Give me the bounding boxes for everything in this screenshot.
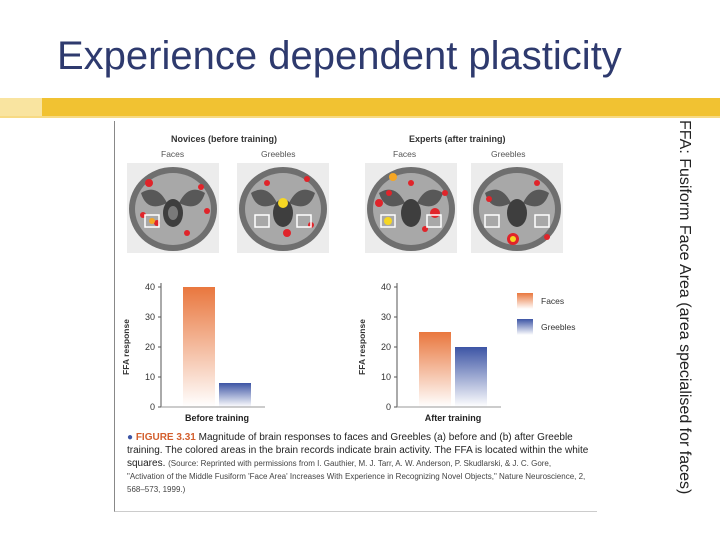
legend-swatch-faces bbox=[517, 293, 533, 309]
slide-title: Experience dependent plasticity bbox=[57, 34, 622, 78]
title-accent-line bbox=[0, 116, 720, 118]
y-axis-label: FFA response bbox=[357, 319, 367, 375]
x-axis-label: After training bbox=[425, 413, 482, 423]
caption-text: Magnitude of brain responses to faces an… bbox=[127, 432, 589, 469]
experts-heading: Experts (after training) bbox=[409, 134, 506, 144]
title-accent-square bbox=[0, 98, 42, 116]
title-accent-bar bbox=[42, 98, 720, 116]
y-tick-label: 10 bbox=[145, 372, 155, 382]
y-tick-label: 20 bbox=[145, 342, 155, 352]
legend-label-faces: Faces bbox=[541, 296, 564, 306]
legend-swatch-greebles bbox=[517, 319, 533, 335]
brain-scan-novice-greebles bbox=[237, 163, 329, 253]
bar-faces bbox=[183, 287, 215, 407]
caption-figure-number: FIGURE 3.31 bbox=[135, 432, 196, 443]
y-tick-label: 0 bbox=[386, 402, 391, 412]
x-axis-label: Before training bbox=[185, 413, 249, 423]
brain-scan-expert-greebles bbox=[471, 163, 563, 253]
bar-greebles bbox=[219, 383, 251, 407]
y-tick-label: 0 bbox=[150, 402, 155, 412]
y-tick-label: 40 bbox=[145, 282, 155, 292]
panel-label-expert-greebles: Greebles bbox=[491, 149, 526, 159]
y-tick-label: 20 bbox=[381, 342, 391, 352]
chart-before-training: 0 10 20 30 40 FFA response Before training bbox=[121, 282, 265, 423]
legend-label-greebles: Greebles bbox=[541, 322, 576, 332]
chart-after-training: 0 10 20 30 40 FFA response After training Faces… bbox=[357, 282, 576, 423]
y-axis-label: FFA response bbox=[121, 319, 131, 375]
textbook-figure: Novices (before training) Experts (after… bbox=[114, 121, 597, 512]
novices-heading: Novices (before training) bbox=[171, 134, 278, 144]
ffa-side-note: FFA: Fusiform Face Area (area specialise… bbox=[648, 120, 703, 500]
bar-greebles bbox=[455, 347, 487, 407]
y-tick-label: 40 bbox=[381, 282, 391, 292]
figure-caption: ● FIGURE 3.31 Magnitude of brain respons… bbox=[127, 432, 589, 494]
brain-scan-expert-faces bbox=[365, 163, 457, 253]
brain-scan-novice-faces bbox=[127, 163, 219, 253]
y-tick-label: 30 bbox=[145, 312, 155, 322]
bar-faces bbox=[419, 332, 451, 407]
ffa-side-note-text: FFA: Fusiform Face Area (area specialise… bbox=[676, 120, 693, 495]
panel-label-novice-faces: Faces bbox=[161, 149, 185, 159]
caption-source: (Source: Reprinted with permissions from… bbox=[127, 459, 586, 494]
panel-label-novice-greebles: Greebles bbox=[261, 149, 296, 159]
y-tick-label: 30 bbox=[381, 312, 391, 322]
y-tick-label: 10 bbox=[381, 372, 391, 382]
panel-label-expert-faces: Faces bbox=[393, 149, 417, 159]
